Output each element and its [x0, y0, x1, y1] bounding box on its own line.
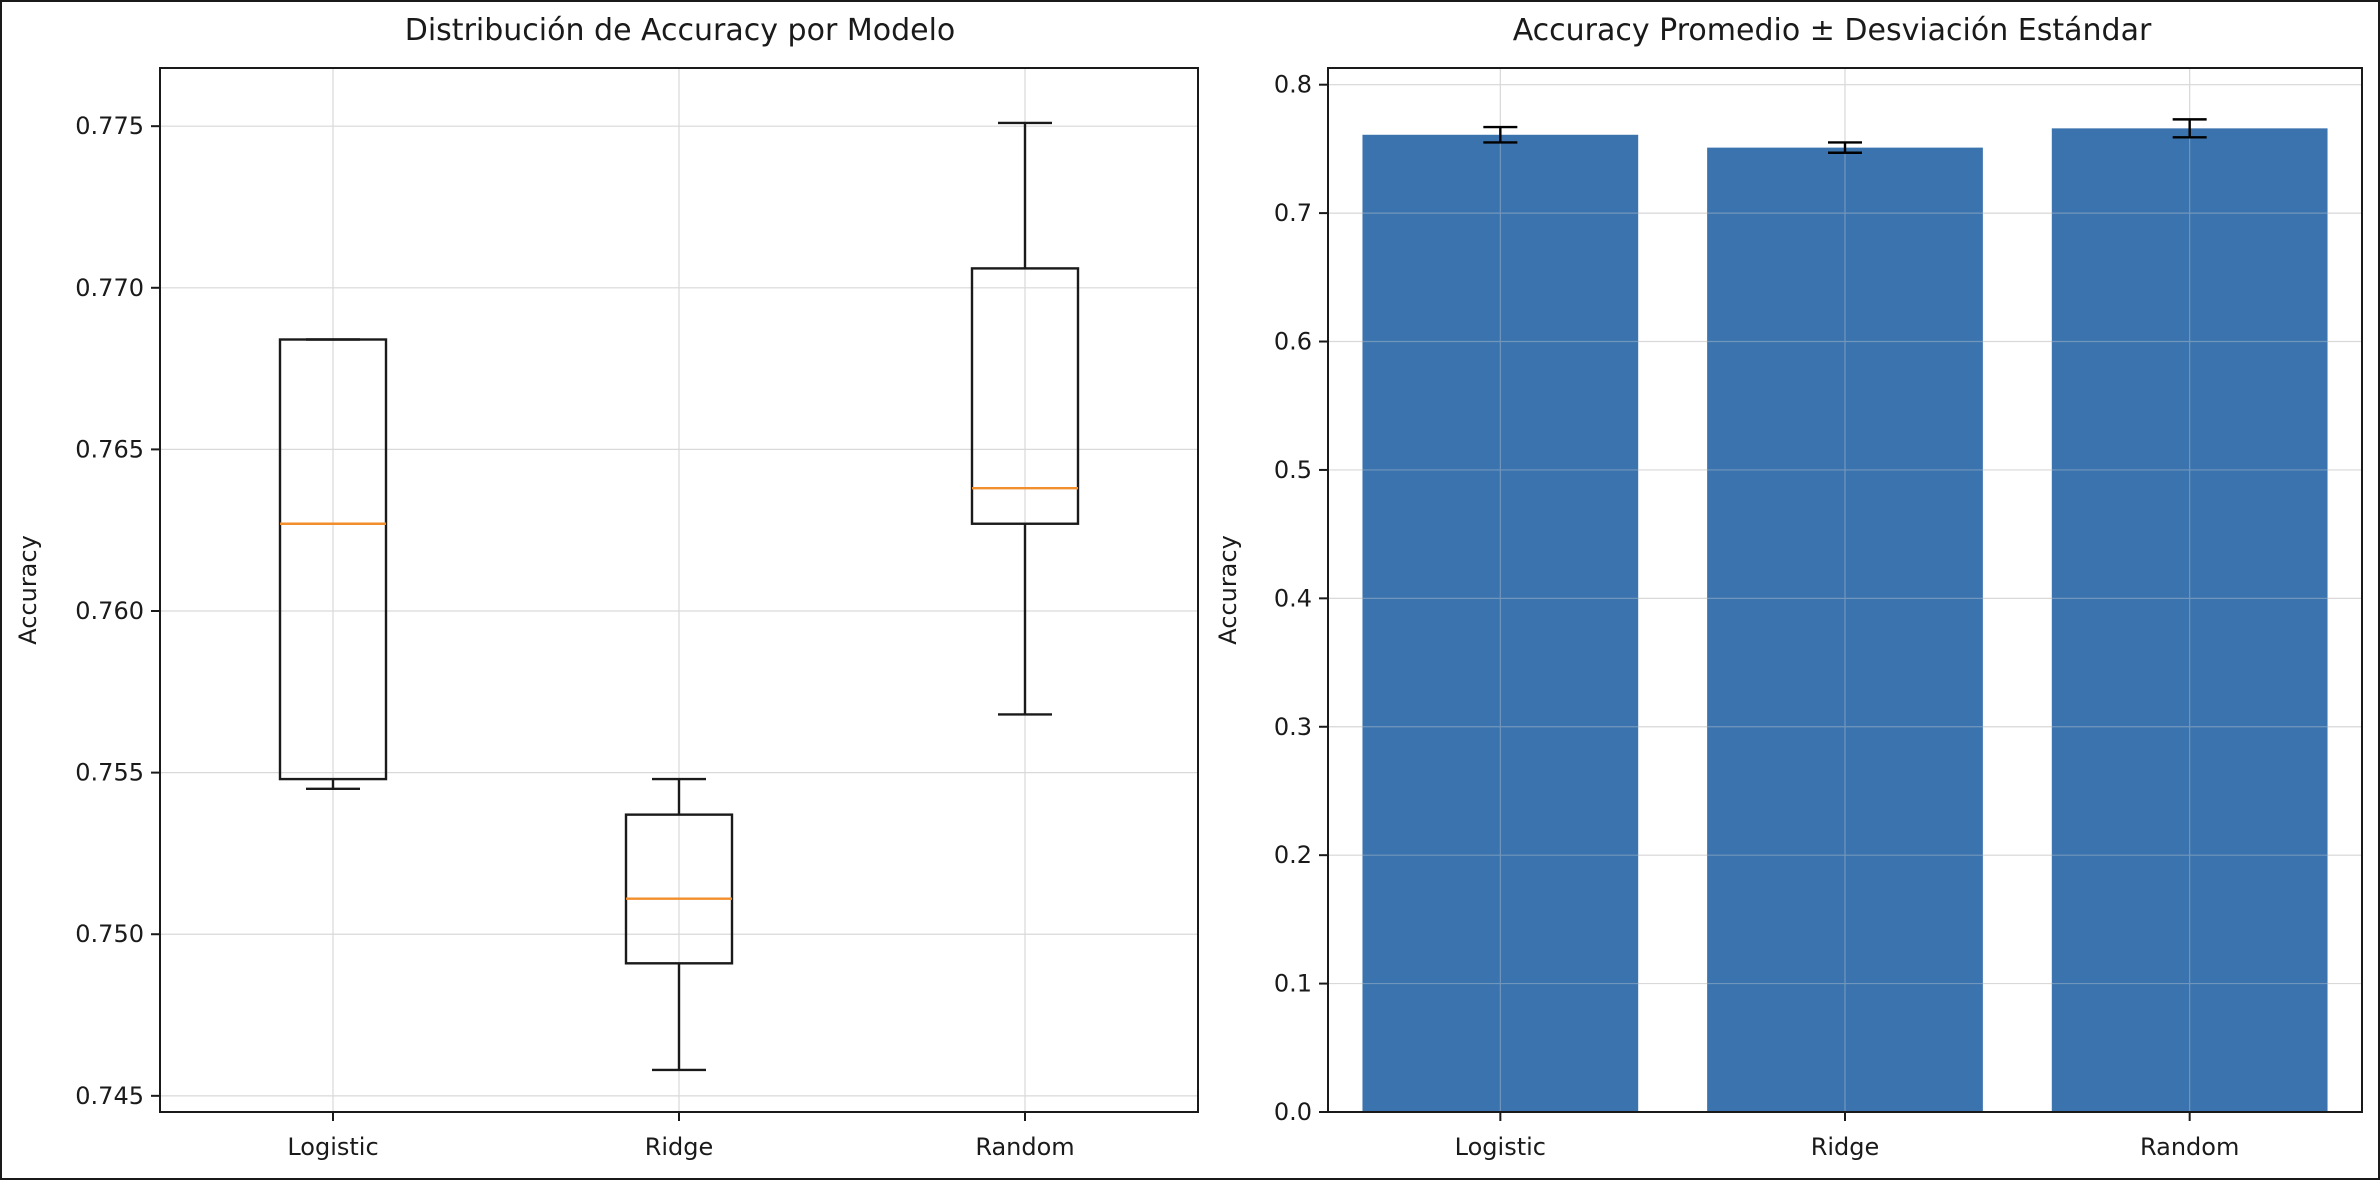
bar-chart-y-tick-label: 0.3: [1274, 713, 1312, 741]
iqr-box: [278, 338, 388, 781]
bar-ridge: [1707, 147, 1983, 1113]
boxplot-y-tick-label: 0.750: [75, 920, 144, 948]
bar-chart-x-tick-label: Ridge: [1811, 1133, 1880, 1161]
iqr-box: [970, 267, 1080, 525]
boxplot-x-tick-label: Random: [975, 1133, 1074, 1161]
boxplot-y-tick-label: 0.745: [75, 1082, 144, 1110]
bar-panel: Accuracy Promedio ± Desviación Estándar …: [1214, 13, 2363, 1161]
errorbar-random: [2172, 118, 2207, 139]
bar-chart-axes-frame: [1327, 67, 2363, 1113]
boxplot-title: Distribución de Accuracy por Modelo: [405, 13, 956, 48]
boxplot-y-axis-label: Accuracy: [14, 535, 42, 645]
bar-chart-y-axis-label: Accuracy: [1214, 535, 1242, 645]
errorbar-logistic: [1483, 125, 1518, 144]
boxplot-y-tick-label: 0.765: [75, 435, 144, 463]
bar-chart-y-tick-label: 0.1: [1274, 970, 1312, 998]
boxplot-y-tick-label: 0.775: [75, 112, 144, 140]
boxplot-y-tick-label: 0.760: [75, 597, 144, 625]
boxplot-axes-frame: [159, 67, 1199, 1113]
bar-chart-title: Accuracy Promedio ± Desviación Estándar: [1513, 13, 2152, 48]
box-ridge: [624, 777, 734, 1072]
bar-chart-y-tick-label: 0.6: [1274, 328, 1312, 356]
bar-chart-y-tick-label: 0.5: [1274, 456, 1312, 484]
box-random: [970, 121, 1080, 716]
bar-chart-y-tick-label: 0.4: [1274, 584, 1312, 612]
boxplot-x-tick-label: Logistic: [287, 1133, 378, 1161]
bar-chart-y-tick-label: 0.0: [1274, 1098, 1312, 1126]
iqr-box: [624, 813, 734, 965]
boxplot-x-tick-label: Ridge: [645, 1133, 714, 1161]
boxplot-gridlines: [160, 68, 1198, 1112]
bar-chart-y-tick-label: 0.7: [1274, 199, 1312, 227]
box-logistic: [278, 338, 388, 790]
bar-chart-x-tick-label: Random: [2140, 1133, 2239, 1161]
bar-chart-y-tick-label: 0.8: [1274, 71, 1312, 99]
bars: [1362, 128, 2328, 1113]
bar-logistic: [1362, 134, 1639, 1112]
bar-chart-x-tick-label: Logistic: [1455, 1133, 1546, 1161]
errorbar-ridge: [1828, 141, 1862, 154]
boxplot-y-tick-label: 0.755: [75, 759, 144, 787]
boxplot-y-tick-label: 0.770: [75, 274, 144, 302]
boxplot-panel: Distribución de Accuracy por Modelo Accu…: [14, 13, 1199, 1161]
bar-chart-y-tick-label: 0.2: [1274, 841, 1312, 869]
bar-random: [2051, 128, 2328, 1112]
